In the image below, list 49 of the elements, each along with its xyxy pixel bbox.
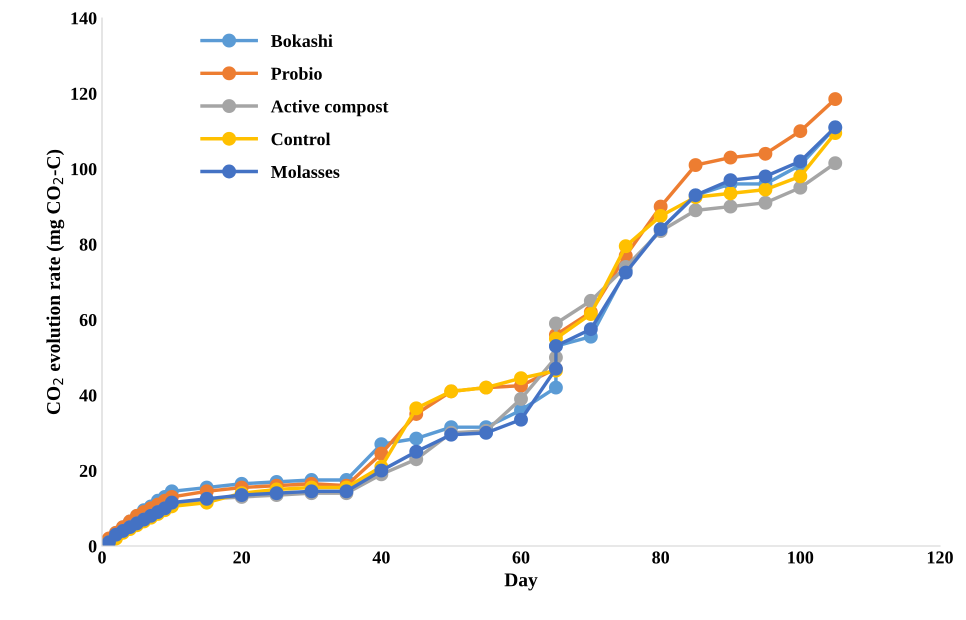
point [374,446,388,461]
y-tick-label: 60 [80,314,96,326]
point [409,401,424,416]
point [409,432,424,446]
x-tick-label: 0 [98,551,106,564]
x-tick-label: 80 [652,551,670,564]
point [758,146,772,161]
legend-label: Active compost [270,100,388,116]
point [793,169,808,184]
x-tick-label: 100 [788,551,814,564]
point [724,150,738,164]
point [828,92,842,106]
y-tick-label: 100 [72,163,96,176]
point [374,464,388,478]
x-tick-label: 120 [928,551,953,564]
point [409,444,424,459]
y-tick-label: 0 [88,540,96,552]
y-tick-label: 120 [72,88,96,100]
legend-label: Control [272,132,330,146]
point [514,412,528,427]
y-axis-title: CO$_{2}$ evolution rate (mg CO$_{2}$-C) [46,150,64,414]
point [793,154,808,168]
point [793,124,808,138]
point [654,209,668,223]
point [688,158,703,172]
point [688,203,703,218]
point [618,239,633,254]
legend-label: Molasses [270,165,340,178]
point [828,156,842,170]
point [758,182,772,197]
point [724,200,738,214]
y-tick-label: 40 [79,389,96,402]
point [548,316,563,330]
point [514,371,528,386]
x-axis-title: Day [504,573,538,590]
legend-label: Bokashi [270,34,333,48]
point [758,169,772,184]
y-tick-label: 140 [72,12,96,24]
y-tick-label: 80 [80,238,96,251]
x-tick-label: 40 [372,551,390,564]
point [758,196,772,210]
y-tick-label: 20 [80,464,96,478]
point [584,322,598,336]
x-tick-label: 60 [512,551,530,564]
point [514,392,528,406]
point [793,180,808,195]
point [548,380,563,395]
legend-label: Probio [270,67,322,80]
x-tick-label: 20 [233,551,250,564]
